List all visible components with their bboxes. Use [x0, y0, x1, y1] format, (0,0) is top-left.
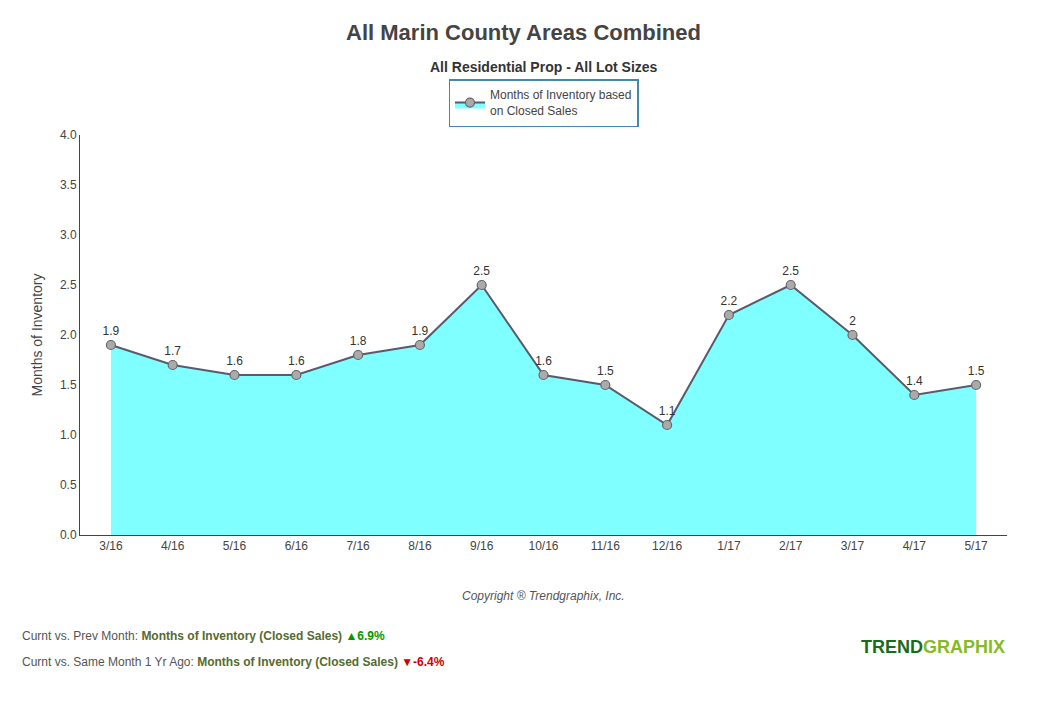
svg-text:1.1: 1.1 [659, 404, 676, 418]
svg-text:2.5: 2.5 [782, 264, 799, 278]
svg-text:2.5: 2.5 [60, 278, 77, 292]
svg-text:Copyright ® Trendgraphix, Inc.: Copyright ® Trendgraphix, Inc. [462, 589, 625, 603]
svg-text:1.5: 1.5 [60, 378, 77, 392]
svg-text:4/16: 4/16 [161, 539, 185, 553]
svg-text:2.2: 2.2 [721, 294, 738, 308]
svg-text:11/16: 11/16 [591, 539, 620, 553]
svg-text:6/16: 6/16 [285, 539, 309, 553]
svg-text:5/17: 5/17 [964, 539, 988, 553]
svg-text:TRENDGRAPHIX: TRENDGRAPHIX [861, 637, 1005, 657]
svg-text:10/16: 10/16 [528, 539, 558, 553]
svg-text:Months of Inventory: Months of Inventory [29, 274, 45, 397]
svg-text:1.6: 1.6 [288, 354, 305, 368]
svg-text:1.7: 1.7 [164, 344, 181, 358]
svg-text:4/17: 4/17 [903, 539, 927, 553]
svg-text:1/17: 1/17 [717, 539, 741, 553]
svg-text:1.0: 1.0 [60, 428, 77, 442]
svg-text:8/16: 8/16 [408, 539, 432, 553]
svg-text:1.4: 1.4 [906, 374, 923, 388]
svg-text:2.5: 2.5 [473, 264, 490, 278]
svg-text:3.0: 3.0 [60, 228, 77, 242]
svg-text:1.9: 1.9 [103, 324, 120, 338]
svg-text:1.9: 1.9 [412, 324, 429, 338]
svg-text:12/16: 12/16 [652, 539, 682, 553]
svg-text:Curnt vs. Prev Month: Months o: Curnt vs. Prev Month: Months of Inventor… [22, 629, 385, 643]
svg-text:2.0: 2.0 [60, 328, 77, 342]
svg-text:All Marin County Areas Combine: All Marin County Areas Combined [346, 20, 701, 45]
svg-text:5/16: 5/16 [223, 539, 247, 553]
svg-text:1.6: 1.6 [226, 354, 243, 368]
svg-text:9/16: 9/16 [470, 539, 494, 553]
svg-text:1.8: 1.8 [350, 334, 367, 348]
svg-text:7/16: 7/16 [346, 539, 370, 553]
svg-text:1.5: 1.5 [968, 364, 985, 378]
svg-text:4.0: 4.0 [60, 128, 77, 142]
svg-text:All Residential Prop - All Lot: All Residential Prop - All Lot Sizes [430, 59, 658, 75]
svg-text:1.5: 1.5 [597, 364, 614, 378]
svg-text:3/17: 3/17 [841, 539, 865, 553]
svg-text:2: 2 [849, 314, 856, 328]
svg-text:3/16: 3/16 [99, 539, 123, 553]
svg-text:Curnt vs. Same Month 1 Yr Ago:: Curnt vs. Same Month 1 Yr Ago: Months of… [22, 655, 445, 669]
svg-text:0.0: 0.0 [60, 528, 77, 542]
svg-text:0.5: 0.5 [60, 478, 77, 492]
svg-text:3.5: 3.5 [60, 178, 77, 192]
svg-text:Months of Inventory basedon Cl: Months of Inventory basedon Closed Sales [490, 88, 631, 118]
svg-text:2/17: 2/17 [779, 539, 803, 553]
svg-text:1.6: 1.6 [535, 354, 552, 368]
